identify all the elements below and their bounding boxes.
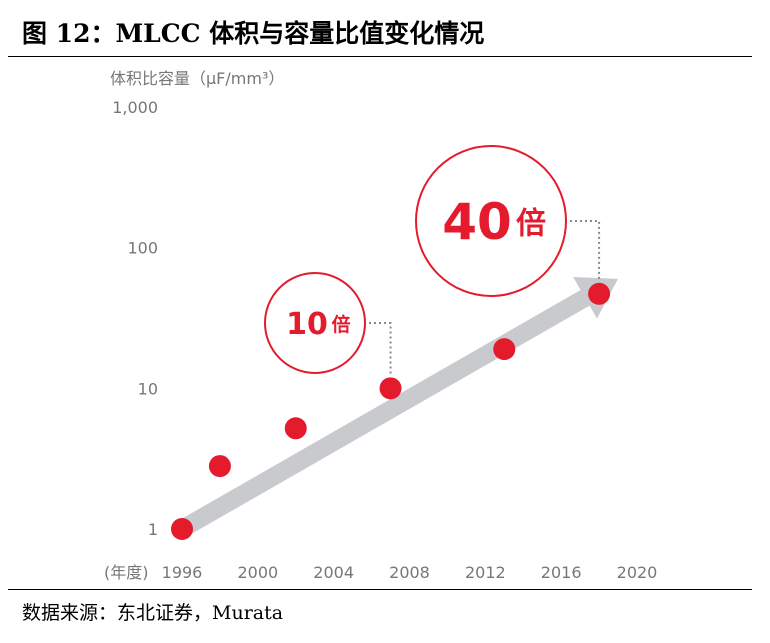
figure-title: 图 12：MLCC 体积与容量比值变化情况 — [22, 19, 485, 48]
data-point — [588, 282, 611, 305]
data-point — [379, 377, 402, 400]
data-point — [208, 455, 231, 478]
x-tick-label: 2016 — [541, 563, 582, 582]
y-tick-label: 100 — [127, 239, 158, 258]
x-tick-label: 2012 — [465, 563, 506, 582]
y-tick-labels: 1 10 100 1,000 — [112, 98, 158, 539]
trend-arrow-layer — [177, 277, 618, 537]
y-tick-label: 1 — [148, 520, 158, 539]
x-tick-label: 2008 — [389, 563, 430, 582]
multiplier-badge-circle — [415, 145, 567, 297]
data-point — [493, 338, 516, 361]
data-point — [171, 518, 193, 540]
multiplier-badges: 10 倍40 倍 — [264, 145, 567, 374]
data-points — [171, 282, 611, 540]
multiplier-number: 40 — [442, 193, 512, 251]
y-tick-label: 1,000 — [112, 98, 158, 117]
multiplier-suffix: 倍 — [516, 207, 546, 242]
y-axis-label: 体积比容量（μF/mm³） — [110, 69, 284, 88]
leader-line — [570, 220, 601, 281]
leader-lines — [369, 220, 601, 376]
y-tick-label: 10 — [138, 379, 158, 398]
multiplier-suffix: 倍 — [331, 313, 350, 336]
x-tick-label: 2020 — [617, 563, 658, 582]
x-tick-labels: (年度) 1996 2000 2004 2008 2012 2016 2020 — [104, 563, 657, 582]
x-tick-label: 2004 — [313, 563, 354, 582]
source-rule — [8, 589, 752, 590]
data-point — [284, 417, 307, 440]
multiplier-badge-circle — [264, 272, 366, 374]
title-rule — [8, 56, 752, 57]
figure-source: 数据来源：东北证券，Murata — [22, 602, 284, 624]
multiplier-number: 10 — [286, 307, 328, 342]
x-tick-label: 2000 — [237, 563, 278, 582]
trend-arrow — [177, 277, 618, 537]
leader-line — [369, 322, 392, 376]
x-axis-prefix: (年度) — [104, 563, 149, 582]
x-tick-label: 1996 — [162, 563, 203, 582]
